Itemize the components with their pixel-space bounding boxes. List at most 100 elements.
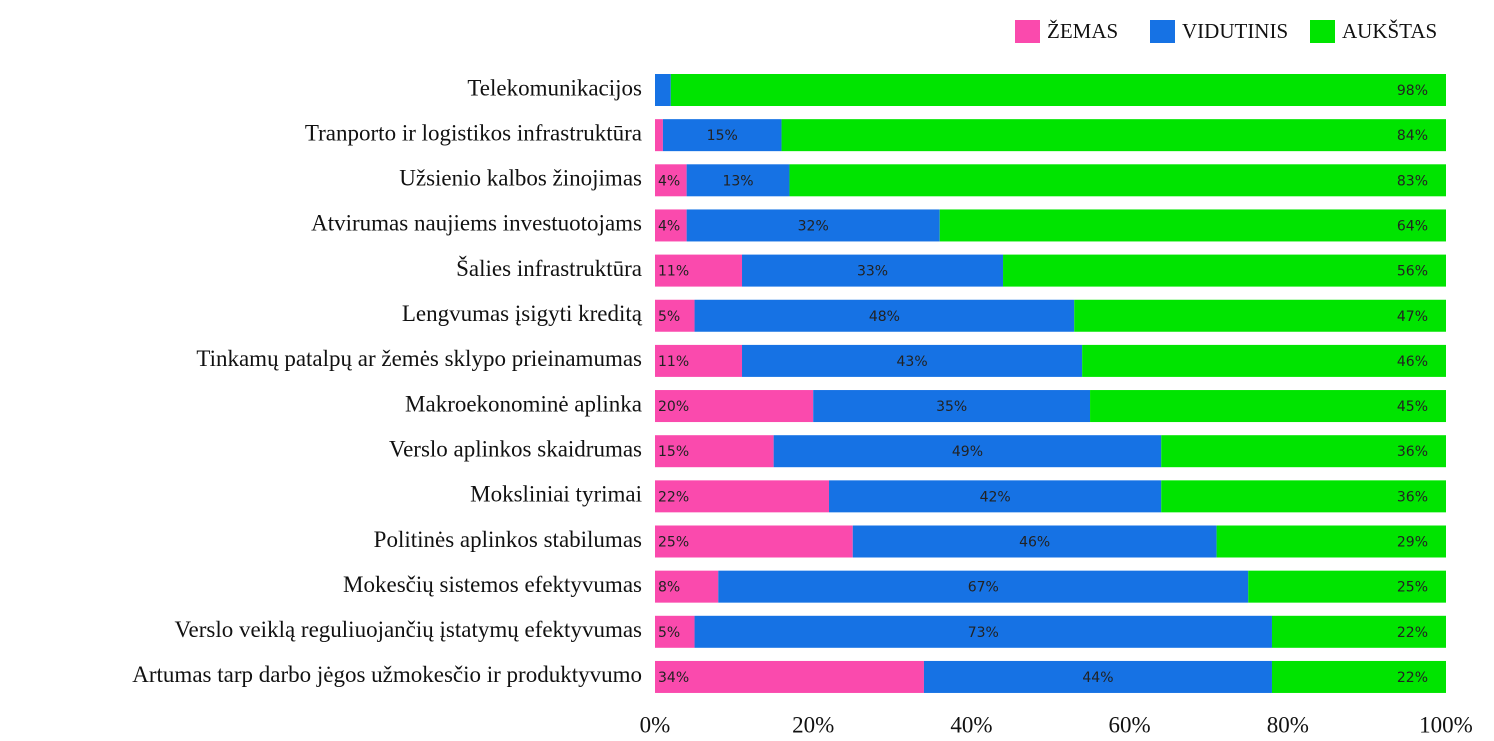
category-label: Šalies infrastruktūra [456,255,642,281]
data-label: 36% [1397,444,1428,460]
bar-segment [662,119,782,152]
data-label: 15% [707,128,738,144]
bar-segment [655,615,695,648]
bar-segment [694,615,1272,648]
category-label: Tranporto ir logistikos infrastruktūra [305,120,642,145]
bar-segment [655,119,663,152]
data-label: 67% [968,580,999,596]
data-label: 4% [658,173,680,189]
bar-segment [686,209,940,242]
category-label: Atvirumas naujiems investuotojams [311,211,642,236]
bar-segment [742,344,1083,377]
bar-segment [813,390,1091,423]
bar-segment [852,525,1217,558]
legend-swatch [1310,20,1335,43]
bar-segment [655,525,853,558]
bar-segment [1271,660,1446,693]
legend-label: AUKŠTAS [1342,19,1437,43]
bar-segment [694,299,1075,332]
bar-segment [1216,525,1446,558]
category-label: Politinės aplinkos stabilumas [374,527,642,552]
category-label: Užsienio kalbos žinojimas [399,166,642,191]
bar-segment [781,119,1446,152]
data-label: 46% [1019,535,1050,551]
bar-segment [655,570,719,603]
data-label: 22% [1397,670,1428,686]
data-label: 34% [658,670,689,686]
bar-segment [1271,615,1446,648]
data-label: 5% [658,625,680,641]
x-tick-label: 60% [1109,712,1151,737]
bar-segment [1003,254,1446,287]
category-label: Makroekonominė aplinka [405,391,642,416]
data-label: 8% [658,580,680,596]
bar-segment [1161,480,1446,513]
bar-segment [923,660,1272,693]
data-label: 11% [658,264,689,280]
category-label: Moksliniai tyrimai [470,482,642,507]
x-tick-label: 0% [640,712,671,737]
bar-segment [1248,570,1446,603]
data-label: 46% [1397,354,1428,370]
data-label: 83% [1397,173,1428,189]
bar-segment [1161,435,1446,468]
data-label: 11% [658,354,689,370]
data-label: 36% [1397,489,1428,505]
bar-segment [655,254,743,287]
bar-segment [655,344,743,377]
bar-segment [1090,390,1446,423]
data-label: 42% [980,489,1011,505]
data-label: 25% [1397,580,1428,596]
data-label: 22% [658,489,689,505]
data-label: 44% [1082,670,1113,686]
data-label: 22% [1397,625,1428,641]
bar-segment [773,435,1162,468]
data-label: 25% [658,535,689,551]
bar-segment [686,164,790,197]
x-tick-label: 20% [792,712,834,737]
bar-segment [655,299,695,332]
bar-segment [655,660,924,693]
bar-segment [655,164,687,197]
legend-label: VIDUTINIS [1182,19,1288,43]
bar-segment [655,209,687,242]
bar-segment [742,254,1004,287]
bar-segment [939,209,1446,242]
data-label: 56% [1397,264,1428,280]
bar-segment [1074,299,1446,332]
bar-segment [789,164,1446,197]
category-label: Artumas tarp darbo jėgos užmokesčio ir p… [132,662,642,687]
data-label: 33% [857,264,888,280]
data-label: 84% [1397,128,1428,144]
bar-segment [718,570,1249,603]
category-label: Verslo veiklą reguliuojančių įstatymų ef… [174,617,642,642]
x-tick-label: 100% [1419,712,1473,737]
data-label: 13% [722,173,753,189]
bar-segment [1082,344,1446,377]
category-label: Telekomunikacijos [467,75,642,100]
data-label: 98% [1397,83,1428,99]
legend-swatch [1015,20,1040,43]
bar-segment [655,480,830,513]
bar-segment [655,74,671,106]
bar-segment [655,435,774,468]
data-label: 73% [968,625,999,641]
data-label: 5% [658,309,680,325]
category-label: Mokesčių sistemos efektyvumas [343,572,642,597]
bar-segment [655,390,814,423]
data-label: 48% [869,309,900,325]
legend-label: ŽEMAS [1047,19,1118,43]
category-label: Verslo aplinkos skaidrumas [389,436,642,461]
bar-segment [829,480,1162,513]
category-label: Tinkamų patalpų ar žemės sklypo prieinam… [196,346,642,371]
data-label: 15% [658,444,689,460]
data-label: 43% [897,354,928,370]
data-label: 20% [658,399,689,415]
data-label: 29% [1397,535,1428,551]
bar-segment [670,74,1446,106]
data-label: 32% [798,218,829,234]
x-tick-label: 40% [950,712,992,737]
data-label: 35% [936,399,967,415]
data-label: 64% [1397,218,1428,234]
